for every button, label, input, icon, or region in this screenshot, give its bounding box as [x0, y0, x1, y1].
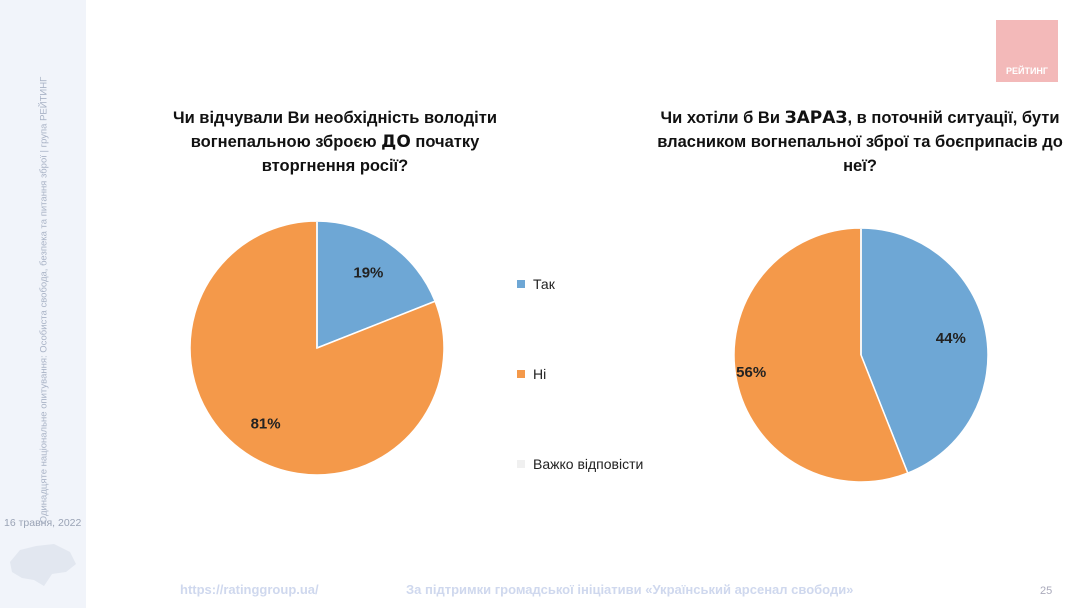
legend-item-yes: Так [517, 276, 555, 292]
legend-swatch [517, 370, 525, 378]
pie2-slice-0 [860, 227, 989, 475]
footer-url[interactable]: https://ratinggroup.ua/ [180, 582, 319, 597]
legend-swatch [517, 280, 525, 288]
pie1-label-0: 19% [353, 264, 383, 281]
rating-logo: РЕЙТИНГ [996, 20, 1058, 82]
legend-item-hard-to-say: Важко відповісти [517, 456, 643, 472]
chart2-title: Чи хотіли б Ви ЗАРАЗ, в поточній ситуаці… [657, 108, 1063, 175]
pie1-slice-1 [189, 220, 445, 476]
pie1-label-1: 81% [251, 416, 281, 433]
chart1-title: Чи відчували Ви необхідність володіти во… [172, 109, 497, 175]
ukraine-map-icon [10, 544, 76, 586]
legend-item-no: Ні [517, 366, 546, 382]
legend-swatch [517, 460, 525, 468]
pie2-label-0: 44% [936, 330, 966, 347]
sidebar: Одинадцяте національне опитування: Особи… [0, 0, 86, 608]
pie2-slice-1 [733, 227, 909, 483]
logo-text: РЕЙТИНГ [1005, 66, 1049, 76]
pie1-slice-0 [316, 220, 437, 350]
footer-support: За підтримки громадської ініціативи «Укр… [406, 582, 854, 597]
page-number: 25 [1040, 585, 1053, 597]
survey-date: 16 травня, 2022 [4, 517, 82, 529]
pie2-label-1: 56% [736, 364, 766, 381]
